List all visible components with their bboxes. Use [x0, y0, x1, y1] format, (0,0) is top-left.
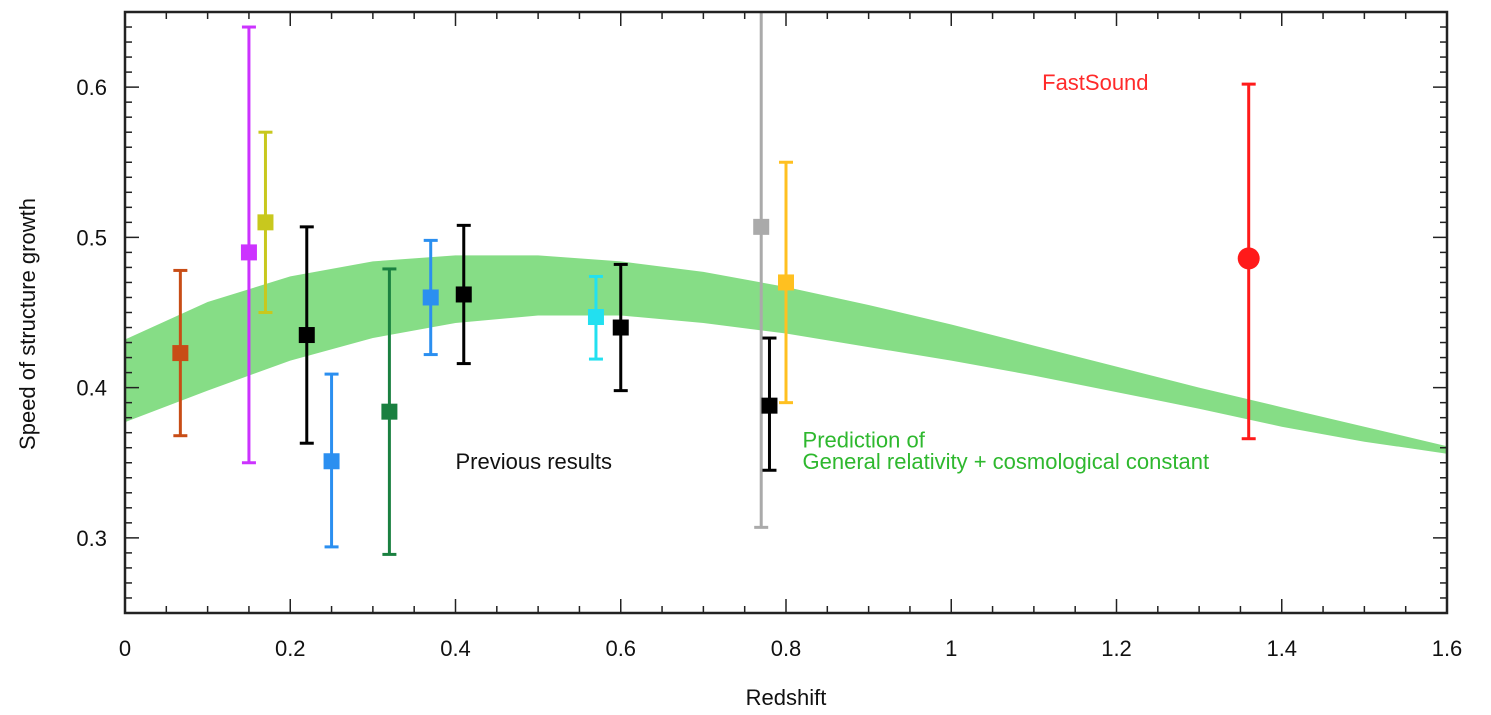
data-point [1237, 82, 1260, 441]
x-axis-label: Redshift [746, 685, 827, 710]
point-marker-square [587, 309, 604, 326]
x-tick-label: 1 [945, 636, 957, 661]
data-point [753, 12, 770, 529]
data-point [381, 267, 398, 556]
data-point [323, 372, 340, 549]
band-layer [125, 255, 1447, 454]
point-marker-square [172, 345, 189, 362]
prediction-band [125, 255, 1447, 454]
x-tick-label: 0.4 [440, 636, 471, 661]
y-tick-label: 0.3 [76, 526, 107, 551]
y-tick-label: 0.5 [76, 225, 107, 250]
annotations-layer: FastSound Previous results Prediction ofGe… [456, 70, 1210, 474]
point-marker-square [381, 403, 398, 420]
points-layer [172, 12, 1260, 556]
point-marker-square [422, 289, 439, 306]
point-marker-square [298, 327, 315, 344]
data-point [257, 130, 274, 314]
data-point [612, 262, 629, 393]
x-tick-label: 0 [119, 636, 131, 661]
point-marker-square [455, 286, 472, 303]
y-tick-label: 0.6 [76, 75, 107, 100]
x-tick-label: 0.6 [605, 636, 636, 661]
point-marker-circle [1237, 247, 1260, 270]
y-tick-label: 0.4 [76, 376, 107, 401]
point-marker-square [323, 453, 340, 470]
annotation: FastSound [1042, 70, 1148, 95]
point-marker-square [240, 244, 257, 261]
tick-labels-layer: 0 0.2 0.4 0.6 0.8 1 1.2 1.4 1.6 0.3 0.4 0.5 0.6 [76, 75, 1462, 661]
point-marker-square [761, 397, 778, 414]
data-point [172, 268, 189, 438]
x-tick-label: 0.2 [275, 636, 306, 661]
data-point [778, 160, 794, 405]
x-tick-label: 1.4 [1266, 636, 1297, 661]
annotation: General relativity + cosmological consta… [803, 449, 1210, 474]
data-point [761, 336, 778, 472]
point-marker-square [778, 274, 794, 291]
data-point [587, 274, 604, 361]
point-marker-square [257, 214, 274, 231]
data-point [298, 225, 315, 445]
data-point [455, 223, 472, 366]
x-tick-label: 0.8 [771, 636, 802, 661]
annotation: Prediction of [803, 428, 926, 453]
point-marker-square [612, 319, 629, 336]
point-marker-square [753, 218, 770, 235]
data-point [240, 25, 257, 465]
ticks-layer [124, 11, 1448, 614]
annotation: Previous results [456, 449, 613, 474]
x-tick-label: 1.6 [1432, 636, 1463, 661]
x-tick-label: 1.2 [1101, 636, 1132, 661]
data-point [422, 238, 439, 357]
y-axis-label: Speed of structure growth [15, 198, 40, 450]
